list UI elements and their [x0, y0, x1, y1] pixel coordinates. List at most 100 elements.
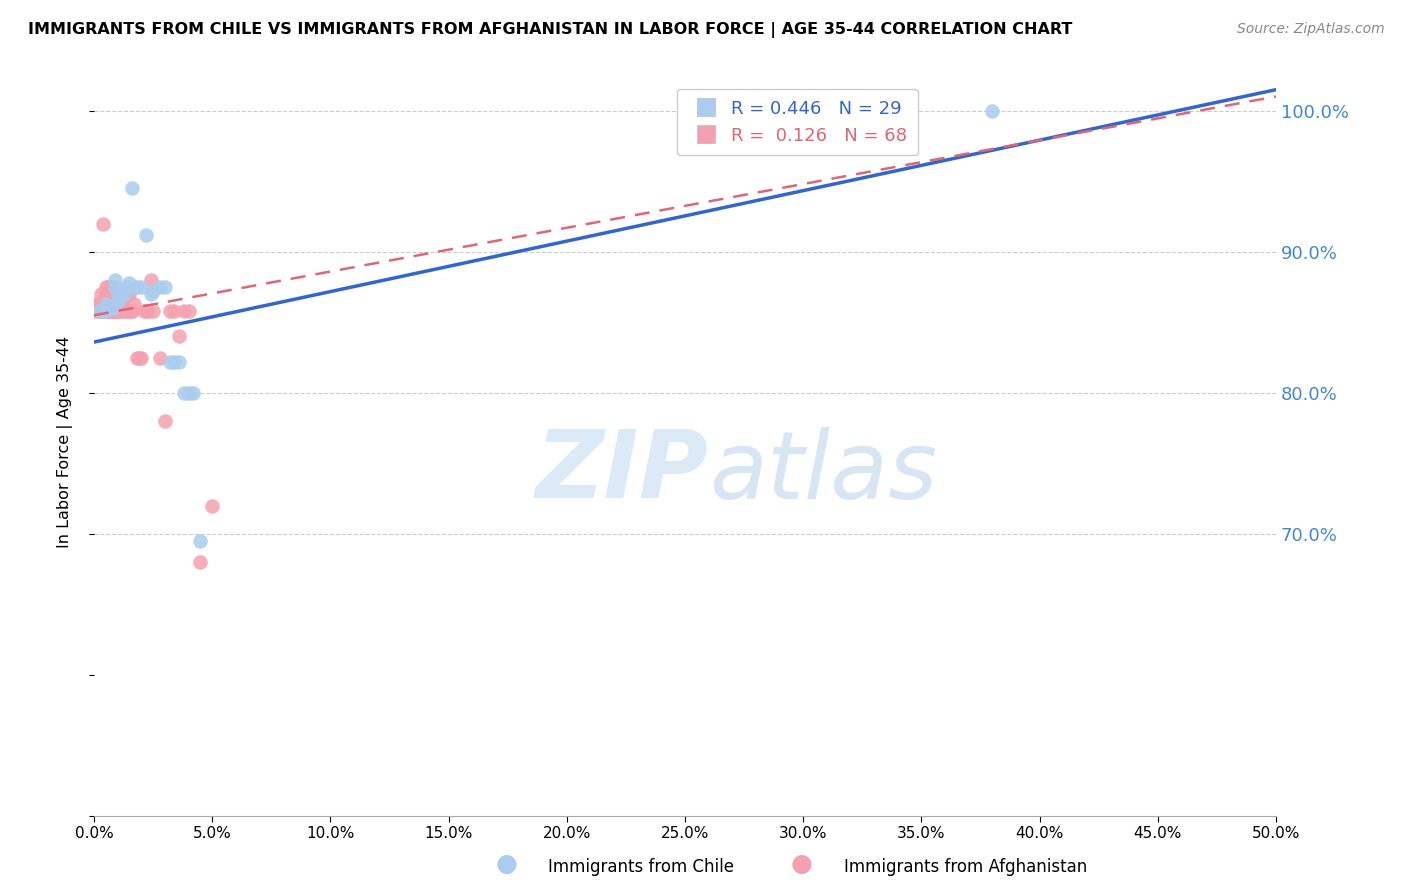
Text: ●: ● [495, 852, 517, 876]
Point [100, 280, 122, 294]
Point [93, 217, 115, 231]
Point [107, 304, 129, 318]
Point [100, 304, 122, 318]
Text: Immigrants from Afghanistan: Immigrants from Afghanistan [844, 858, 1087, 876]
Text: Immigrants from Chile: Immigrants from Chile [548, 858, 734, 876]
Point [108, 304, 131, 318]
Text: Source: ZipAtlas.com: Source: ZipAtlas.com [1237, 22, 1385, 37]
Point [104, 287, 127, 301]
Point [100, 297, 122, 311]
Point [101, 304, 124, 318]
Point [104, 273, 127, 287]
Point [87, 304, 110, 318]
Point [115, 304, 138, 318]
Point [139, 273, 162, 287]
Point [139, 287, 162, 301]
Point [135, 227, 157, 242]
Point [167, 329, 190, 343]
Point [107, 297, 129, 311]
Point [153, 414, 176, 428]
Point [121, 304, 143, 318]
Point [107, 294, 129, 309]
Point [107, 287, 129, 301]
Point [111, 297, 134, 311]
Point [114, 287, 136, 301]
Point [101, 297, 124, 311]
Point [118, 276, 141, 290]
Point [97, 297, 120, 311]
Point [159, 304, 181, 318]
Text: IMMIGRANTS FROM CHILE VS IMMIGRANTS FROM AFGHANISTAN IN LABOR FORCE | AGE 35-44 : IMMIGRANTS FROM CHILE VS IMMIGRANTS FROM… [28, 22, 1073, 38]
Point [115, 280, 138, 294]
Point [111, 285, 134, 299]
Point [108, 297, 131, 311]
Point [90, 297, 112, 311]
Point [94, 304, 117, 318]
Point [104, 280, 127, 294]
Text: ZIP: ZIP [536, 426, 709, 518]
Point [87, 297, 110, 311]
Point [125, 351, 148, 365]
Text: ●: ● [790, 852, 813, 876]
Point [981, 103, 1004, 118]
Point [104, 304, 127, 318]
Point [177, 304, 200, 318]
Point [190, 533, 212, 548]
Point [114, 304, 136, 318]
Point [129, 280, 152, 294]
Point [132, 304, 155, 318]
Point [94, 297, 117, 311]
Point [201, 499, 224, 513]
Point [94, 287, 117, 301]
Point [173, 385, 195, 400]
Point [108, 287, 131, 301]
Point [86, 304, 108, 318]
Point [101, 304, 124, 318]
Point [128, 351, 150, 365]
Point [173, 304, 195, 318]
Point [159, 355, 181, 369]
Point [97, 304, 120, 318]
Point [94, 280, 117, 294]
Point [142, 304, 165, 318]
Point [104, 304, 127, 318]
Point [100, 304, 122, 318]
Point [87, 304, 110, 318]
Point [142, 285, 165, 299]
Point [114, 287, 136, 301]
Text: atlas: atlas [709, 426, 936, 517]
Point [94, 304, 117, 318]
Point [153, 280, 176, 294]
Point [118, 287, 141, 301]
Point [177, 385, 200, 400]
Point [93, 304, 115, 318]
Point [149, 351, 172, 365]
Point [115, 287, 138, 301]
Point [94, 297, 117, 311]
Point [181, 385, 204, 400]
Point [97, 287, 120, 301]
Point [111, 304, 134, 318]
Legend: R = 0.446   N = 29, R =  0.126   N = 68: R = 0.446 N = 29, R = 0.126 N = 68 [676, 89, 918, 155]
Point [97, 280, 120, 294]
Point [101, 304, 124, 318]
Point [163, 304, 186, 318]
Point [86, 297, 108, 311]
Point [125, 280, 148, 294]
Point [101, 301, 124, 316]
Point [97, 304, 120, 318]
Point [121, 304, 143, 318]
Point [135, 304, 157, 318]
Point [129, 351, 152, 365]
Y-axis label: In Labor Force | Age 35-44: In Labor Force | Age 35-44 [58, 336, 73, 549]
Point [149, 280, 172, 294]
Point [108, 287, 131, 301]
Point [122, 297, 145, 311]
Point [90, 304, 112, 318]
Point [167, 355, 190, 369]
Point [101, 287, 124, 301]
Point [190, 555, 212, 569]
Point [121, 181, 143, 195]
Point [100, 287, 122, 301]
Point [90, 287, 112, 301]
